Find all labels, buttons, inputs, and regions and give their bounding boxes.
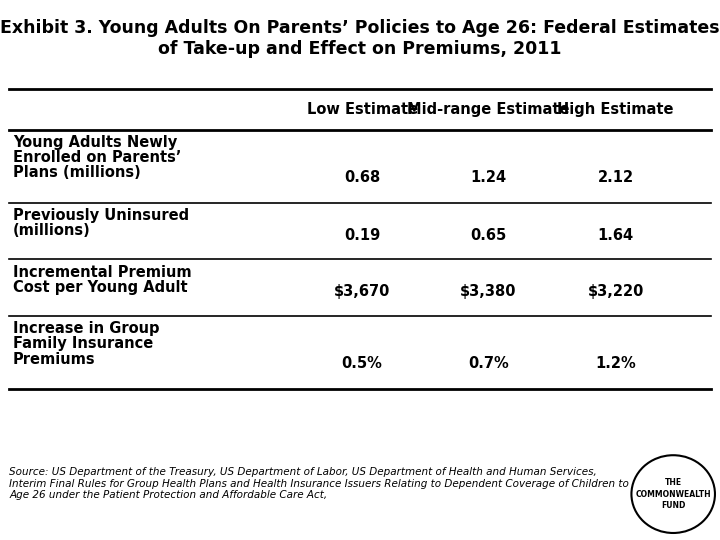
Text: 1.2%: 1.2%: [595, 356, 636, 371]
Text: Low Estimate: Low Estimate: [307, 102, 418, 117]
Text: Previously Uninsured: Previously Uninsured: [13, 208, 189, 223]
Text: Incremental Premium: Incremental Premium: [13, 265, 192, 280]
Text: Mid-range Estimate: Mid-range Estimate: [407, 102, 570, 117]
Text: Family Insurance: Family Insurance: [13, 336, 153, 352]
Text: $3,220: $3,220: [588, 284, 644, 299]
Text: $3,670: $3,670: [334, 284, 390, 299]
Text: (millions): (millions): [13, 223, 91, 238]
Text: 1.24: 1.24: [470, 170, 506, 185]
Text: $3,380: $3,380: [460, 284, 516, 299]
Text: Young Adults Newly: Young Adults Newly: [13, 135, 177, 150]
Text: FUND: FUND: [661, 502, 685, 510]
Text: Source: US Department of the Treasury, US Department of Labor, US Department of : Source: US Department of the Treasury, U…: [9, 467, 629, 500]
Text: 0.68: 0.68: [344, 170, 380, 185]
Text: Enrolled on Parents’: Enrolled on Parents’: [13, 150, 181, 165]
Text: Cost per Young Adult: Cost per Young Adult: [13, 280, 188, 295]
Text: 1.64: 1.64: [598, 227, 634, 242]
Text: 0.7%: 0.7%: [468, 356, 508, 371]
Text: High Estimate: High Estimate: [557, 102, 674, 117]
Text: THE: THE: [665, 478, 682, 487]
Text: 0.5%: 0.5%: [342, 356, 382, 371]
Text: Plans (millions): Plans (millions): [13, 165, 140, 180]
Text: Increase in Group: Increase in Group: [13, 321, 159, 336]
Text: 0.19: 0.19: [344, 227, 380, 242]
Text: Premiums: Premiums: [13, 352, 96, 367]
Text: COMMONWEALTH: COMMONWEALTH: [635, 490, 711, 498]
Text: Exhibit 3. Young Adults On Parents’ Policies to Age 26: Federal Estimates
of Tak: Exhibit 3. Young Adults On Parents’ Poli…: [0, 19, 720, 58]
Text: 2.12: 2.12: [598, 170, 634, 185]
Text: 0.65: 0.65: [470, 227, 506, 242]
